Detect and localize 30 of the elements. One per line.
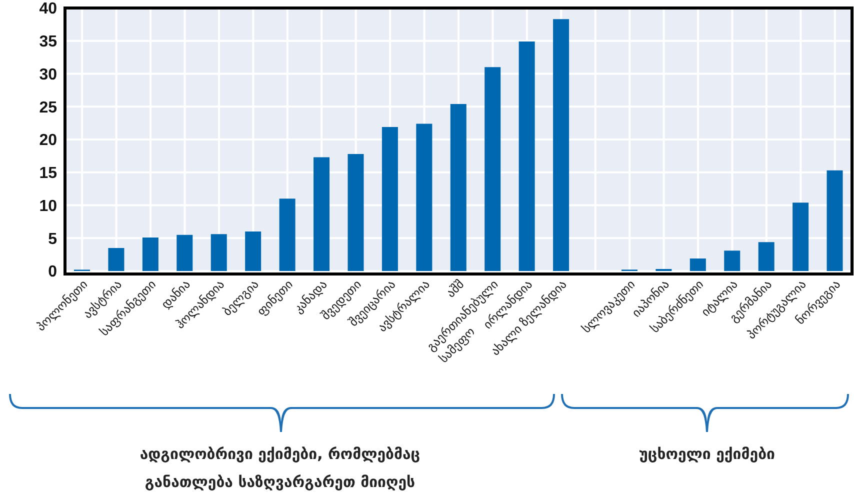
y-tick-label: 25 [39,99,58,116]
y-tick-label: 0 [48,264,58,281]
bar [758,242,774,271]
bar [245,232,262,271]
y-tick-label: 5 [48,230,58,248]
text: უცხოელი ექიმები [638,444,776,465]
bar [382,127,398,271]
bar [484,67,501,271]
bar [210,234,227,271]
y-tick-label: 10 [39,198,58,215]
y-tick-label: 30 [39,66,58,84]
bar [826,170,843,271]
bar [553,19,570,271]
bar [792,202,809,271]
bar [176,234,193,271]
bar [450,104,466,271]
bar [724,250,740,271]
bar [108,248,124,271]
bar [279,198,296,271]
bar [348,154,364,271]
bar [690,258,706,271]
y-tick-label: 20 [39,132,58,150]
bar [416,124,432,271]
y-tick-label: 35 [39,34,58,51]
y-tick-label: 15 [39,165,58,182]
bar [518,42,535,271]
text: ადგილობრივი ექიმები, რომლებმაც განათლება საზღვარგარეთ მიიღეს [138,444,422,493]
y-tick-label: 40 [39,0,58,18]
bar [314,157,330,271]
bar [142,237,158,271]
